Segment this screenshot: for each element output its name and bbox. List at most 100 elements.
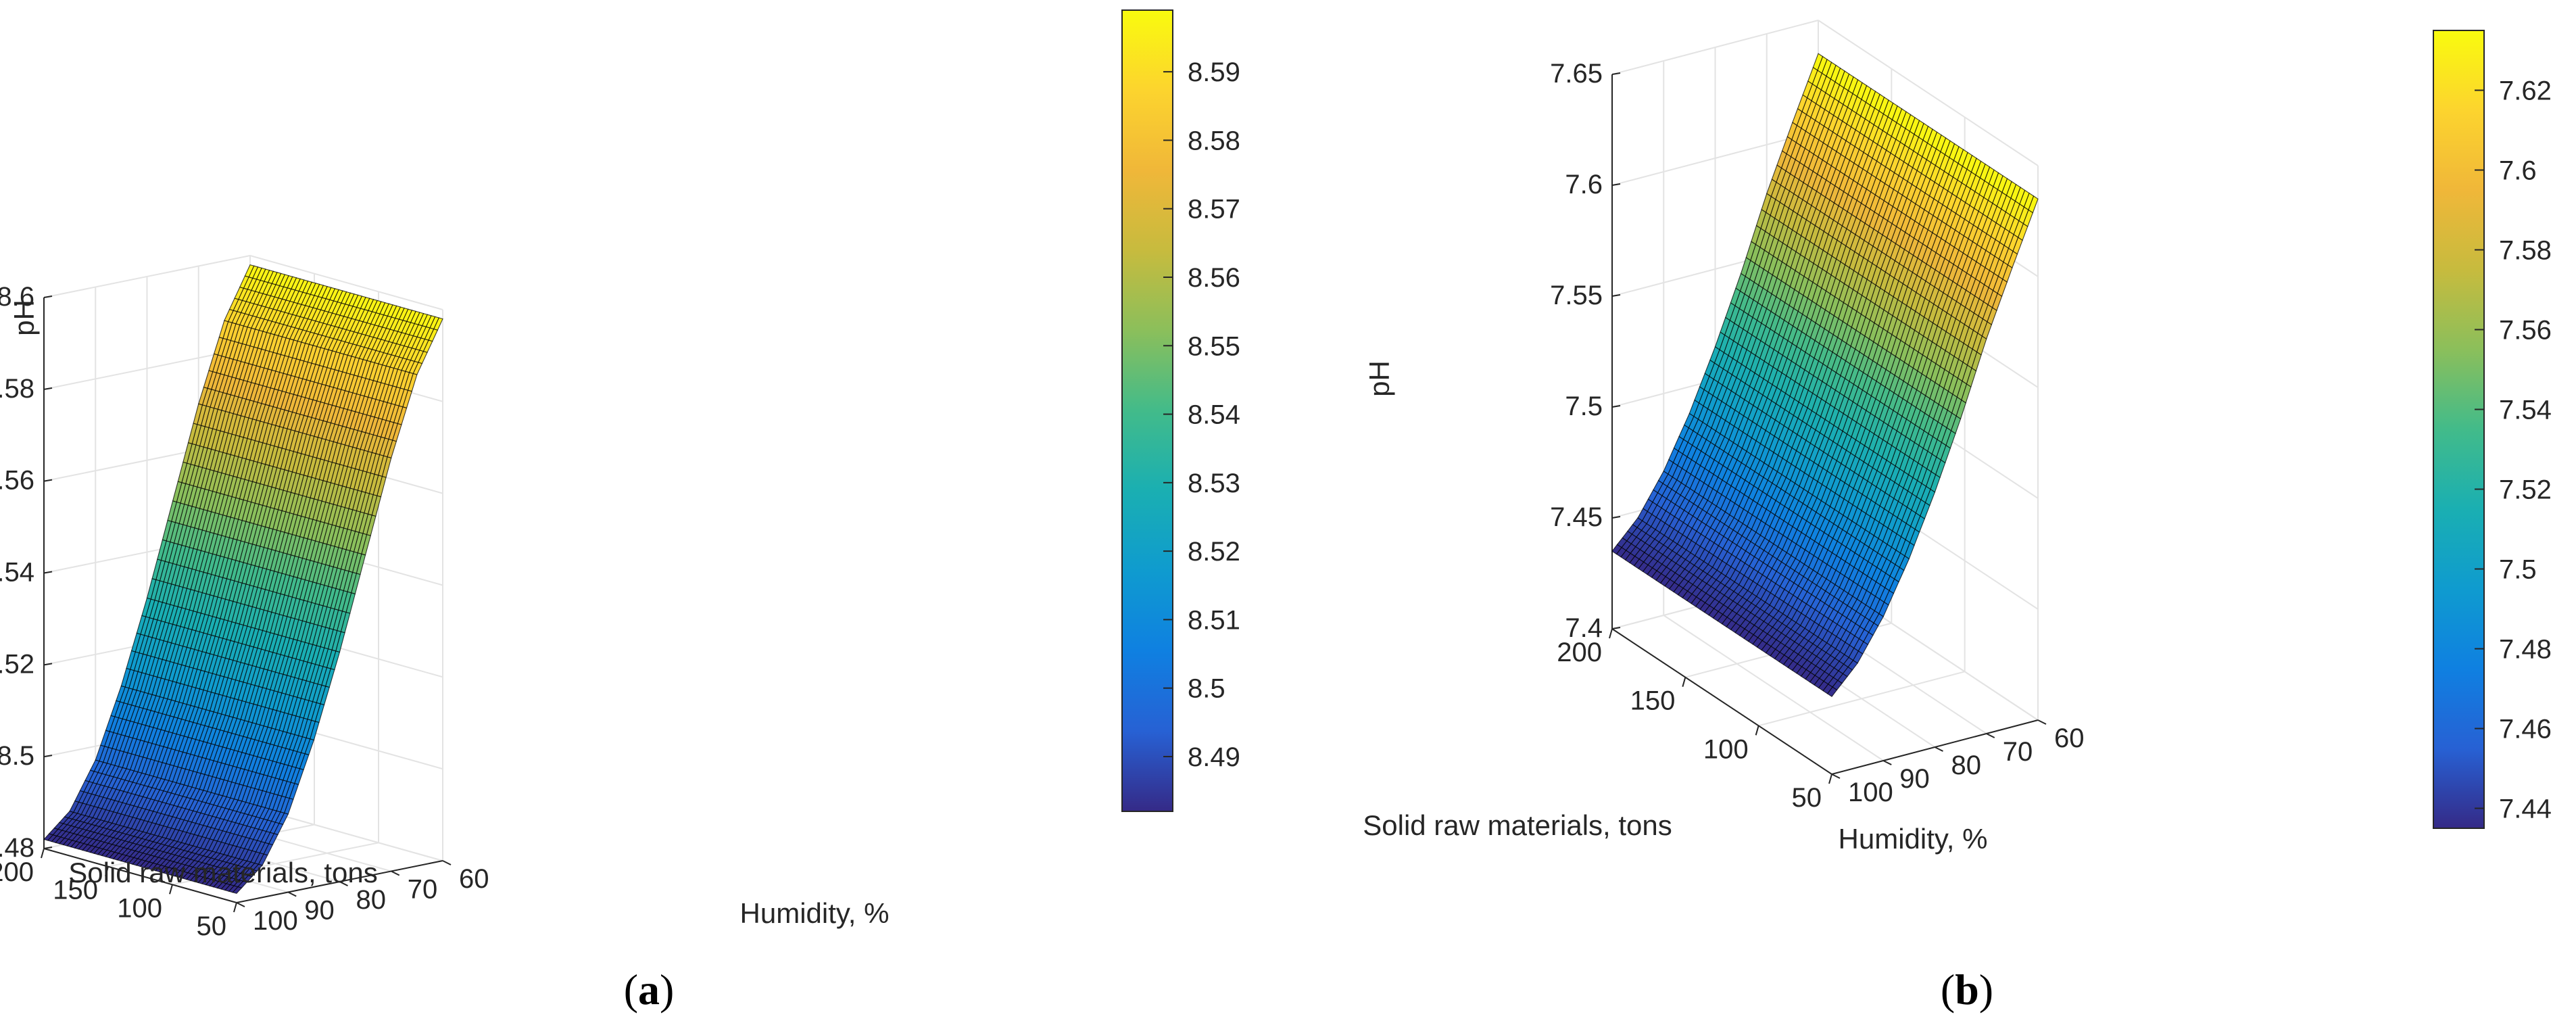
y-tick-label: 100	[253, 906, 298, 936]
y-tick-mark	[1935, 746, 1943, 752]
x-tick-label: 150	[53, 876, 98, 905]
x-tick-label: 100	[1703, 734, 1749, 764]
chart-panel-b: 7.4 7.45 7.5 7.55 7.6 7.65 50 100 150 200 60 70 80 90…	[1363, 20, 2552, 855]
y-tick-label: 90	[1899, 764, 1930, 794]
colorbar-tick-label: 7.58	[2499, 236, 2552, 266]
z-axis-label: pH	[1363, 360, 1395, 397]
z-tick-label: 8.48	[0, 833, 34, 863]
colorbar-tick-label: 7.62	[2499, 76, 2552, 106]
wall-gridline	[1818, 20, 2039, 166]
x-tick-label: 100	[117, 893, 162, 923]
colorbar-tick-label: 8.49	[1188, 742, 1240, 772]
caption-b-letter: b	[1955, 966, 1979, 1014]
colorbar-tick-label: 7.44	[2499, 794, 2552, 824]
x-axis-line	[1611, 628, 1832, 775]
z-tick-label: 8.5	[0, 741, 34, 771]
z-tick-mark	[1611, 72, 1621, 75]
colorbar-tick-label: 8.59	[1188, 57, 1240, 87]
y-tick-mark	[1831, 774, 1841, 779]
z-tick-mark	[43, 295, 53, 298]
y-tick-mark	[1986, 733, 1995, 738]
surface	[1611, 53, 2039, 697]
colorbar-tick-label: 7.6	[2499, 156, 2537, 186]
colorbar-tick-label: 8.53	[1188, 469, 1240, 498]
floor-gridline	[1663, 615, 1884, 761]
z-tick-label: 7.45	[1550, 502, 1603, 532]
wall-gridline	[249, 255, 443, 310]
z-tick-mark	[1611, 294, 1621, 297]
y-tick-label: 60	[459, 864, 489, 894]
z-tick-label: 7.65	[1550, 59, 1603, 89]
z-tick-label: 8.54	[0, 558, 34, 588]
z-tick-label: 7.5	[1565, 391, 1603, 421]
colorbar-tick-label: 8.55	[1188, 331, 1240, 361]
y-axis-label: Humidity, %	[740, 897, 890, 929]
y-tick-label: 70	[2003, 737, 2033, 767]
colorbar-tick-label: 7.54	[2499, 396, 2552, 425]
x-tick-mark	[1828, 774, 1832, 784]
x-tick-mark	[1682, 677, 1686, 687]
z-tick-label: 8.6	[0, 282, 34, 312]
x-tick-mark	[233, 902, 237, 913]
surface-facet	[1812, 53, 1824, 71]
x-tick-label: 200	[0, 857, 34, 887]
colorbar-tick-label: 8.5	[1188, 674, 1225, 704]
y-tick-mark	[236, 902, 245, 907]
z-tick-mark	[1611, 405, 1621, 408]
z-tick-mark	[1611, 183, 1621, 186]
z-tick-mark	[43, 387, 53, 390]
z-tick-mark	[43, 571, 53, 574]
surface	[43, 264, 443, 895]
caption-a-letter: a	[638, 966, 660, 1014]
x-tick-mark	[105, 866, 109, 876]
z-axis-label: pH	[8, 300, 40, 336]
colorbar-tick-label: 8.52	[1188, 537, 1240, 567]
z-tick-mark	[43, 755, 53, 758]
y-tick-mark	[442, 860, 452, 865]
y-tick-label: 90	[304, 896, 335, 926]
x-axis-label: Solid raw materials, tons	[1363, 809, 1672, 841]
y-tick-mark	[339, 881, 348, 886]
x-axis-label: Solid raw materials, tons	[68, 857, 378, 888]
z-tick-mark	[43, 663, 53, 666]
z-tick-label: 7.6	[1565, 170, 1603, 199]
colorbar-tick-label: 7.56	[2499, 316, 2552, 346]
caption-a: (a)	[624, 966, 675, 1014]
y-tick-mark	[2037, 719, 2047, 725]
x-tick-mark	[169, 884, 173, 895]
y-tick-label: 70	[408, 875, 438, 905]
z-tick-label: 8.52	[0, 649, 34, 679]
x-tick-mark	[41, 848, 45, 859]
colorbar	[1121, 9, 1173, 812]
surface-facet	[244, 264, 255, 278]
z-tick-mark	[43, 847, 53, 849]
colorbar-tick-label: 8.51	[1188, 605, 1240, 635]
z-tick-mark	[1611, 627, 1621, 629]
colorbar-tick-label: 8.54	[1188, 400, 1240, 430]
y-tick-mark	[391, 870, 400, 876]
colorbar-tick-label: 7.52	[2499, 475, 2552, 505]
colorbar-tick-label: 7.48	[2499, 635, 2552, 665]
x-tick-label: 150	[1630, 686, 1676, 716]
colorbar-tick-label: 8.57	[1188, 195, 1240, 224]
z-tick-mark	[43, 479, 53, 482]
x-tick-label: 200	[1557, 638, 1602, 667]
caption-b: (b)	[1941, 966, 1993, 1014]
x-axis-line	[43, 848, 237, 903]
z-tick-label: 7.4	[1565, 613, 1603, 643]
y-tick-label: 80	[1951, 751, 1982, 780]
y-tick-label: 60	[2054, 723, 2085, 753]
z-tick-label: 7.55	[1550, 281, 1603, 310]
colorbar-tick-label: 7.5	[2499, 555, 2537, 585]
y-tick-label: 100	[1848, 778, 1893, 807]
x-tick-label: 50	[197, 911, 227, 941]
y-axis-label: Humidity, %	[1839, 823, 1988, 855]
colorbar-tick-label: 8.58	[1188, 126, 1240, 156]
x-tick-label: 50	[1792, 783, 1822, 813]
colorbar-tick-label: 8.56	[1188, 263, 1240, 293]
z-tick-mark	[1611, 516, 1621, 519]
colorbar-tick-label: 7.46	[2499, 715, 2552, 744]
y-tick-mark	[1882, 760, 1892, 765]
x-tick-mark	[1609, 628, 1613, 639]
